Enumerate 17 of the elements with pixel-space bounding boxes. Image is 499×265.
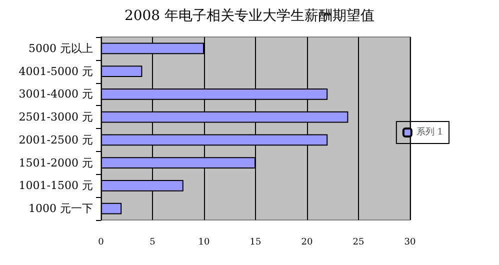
y-tick-label: 2001-2500 元 [18,133,93,146]
y-tick-label: 1000 元一下 [28,202,93,216]
x-tick-label: 0 [98,238,104,248]
y-tick-label: 1001-1500 元 [18,179,93,192]
x-tick-label: 5 [150,238,156,248]
x-tick-label: 10 [198,238,210,248]
chart-title: 2008 年电子相关专业大学生薪酬期望值 [124,8,375,24]
y-tick-label: 3001-4000 元 [18,88,93,101]
x-tick-label: 15 [250,238,262,248]
y-tick-label: 4001-5000 元 [18,64,93,78]
legend-label: 系列 1 [416,126,444,138]
x-tick-label: 25 [352,238,364,248]
x-tick-label: 20 [301,238,313,248]
y-tick-label: 5000 元以上 [28,42,93,55]
x-tick-label: 30 [404,238,416,248]
y-tick-label: 2501-3000 元 [18,110,93,124]
y-tick-label: 1501-2000 元 [18,156,93,170]
